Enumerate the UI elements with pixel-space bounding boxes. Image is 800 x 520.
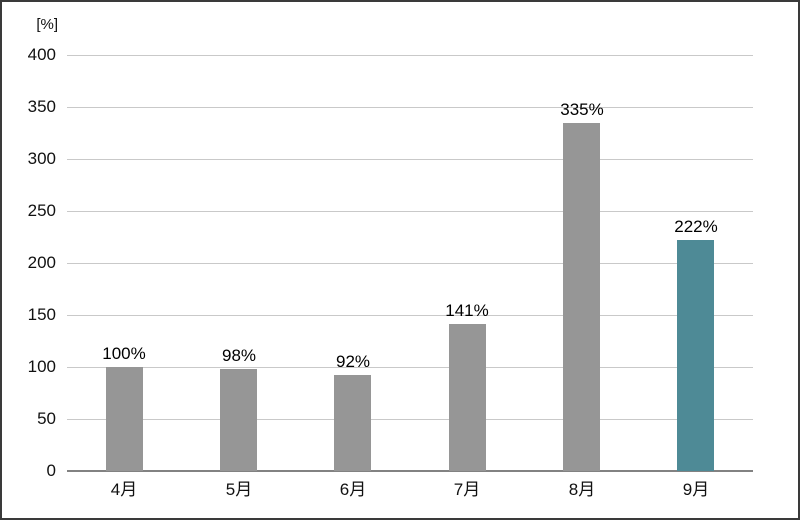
y-axis-tick-label: 350 <box>27 97 56 116</box>
x-axis-label: 5月 <box>225 480 253 499</box>
bar-value-label: 222% <box>674 217 718 236</box>
y-axis-tick-label: 0 <box>46 461 56 480</box>
gridline-200 <box>67 263 753 264</box>
y-axis-tick-label: 250 <box>27 201 56 220</box>
gridline-250 <box>67 211 753 212</box>
gridline-150 <box>67 315 753 316</box>
bar-6月 <box>334 375 371 471</box>
y-axis-tick-label: 400 <box>27 45 56 64</box>
x-axis-label: 7月 <box>453 480 481 499</box>
y-axis-tick-label: 50 <box>37 409 56 428</box>
bar-value-label: 92% <box>335 352 371 371</box>
gridline-350 <box>67 107 753 108</box>
gridline-300 <box>67 159 753 160</box>
gridline-100 <box>67 367 753 368</box>
x-axis-label: 9月 <box>682 480 710 499</box>
bar-5月 <box>220 369 257 471</box>
x-axis-label: 4月 <box>110 480 138 499</box>
bar-4月 <box>106 367 143 471</box>
y-axis-unit-label: [%] <box>36 16 58 33</box>
bar-8月 <box>563 123 600 471</box>
gridline-400 <box>67 55 753 56</box>
x-axis-line <box>67 470 753 472</box>
bar-value-label: 98% <box>221 346 257 365</box>
bar-value-label: 100% <box>102 344 146 363</box>
gridline-50 <box>67 419 753 420</box>
x-axis-label: 6月 <box>339 480 367 499</box>
x-axis-label: 8月 <box>568 480 596 499</box>
y-axis-tick-label: 150 <box>27 305 56 324</box>
bar-value-label: 335% <box>560 100 604 119</box>
bar-9月 <box>677 240 714 471</box>
bar-7月 <box>449 324 486 471</box>
y-axis-tick-label: 100 <box>27 357 56 376</box>
y-axis-tick-label: 300 <box>27 149 56 168</box>
y-axis-tick-label: 200 <box>27 253 56 272</box>
bar-value-label: 141% <box>445 301 489 320</box>
